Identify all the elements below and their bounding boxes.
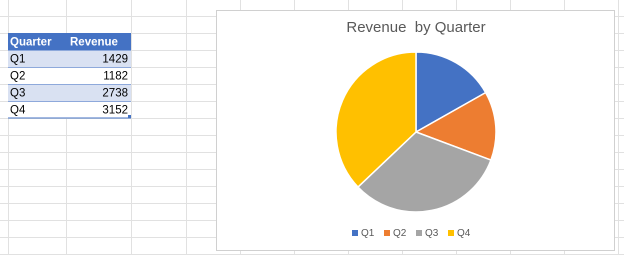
pie-slice xyxy=(415,51,487,134)
cell: Q1 xyxy=(10,54,25,66)
data-table: Quarter Revenue Q1 1429 Q2 1182 Q3 2738 Q4 3152 xyxy=(8,33,131,119)
row-fill xyxy=(8,84,131,101)
header-cell: Quarter xyxy=(10,37,52,49)
legend-label: Q2 xyxy=(393,228,407,239)
header-fill xyxy=(8,33,131,50)
header-cell: Revenue xyxy=(70,37,118,49)
pie-slice xyxy=(414,91,497,162)
cell: Q3 xyxy=(10,88,25,100)
legend: Q1 Q2 Q3 Q4 xyxy=(352,228,471,239)
legend-label: Q1 xyxy=(361,228,375,239)
legend-label: Q4 xyxy=(457,228,471,239)
chart-title: Revenue by Quarter xyxy=(346,19,485,36)
row-fill xyxy=(8,101,131,118)
pie-slice xyxy=(356,131,492,213)
cell: 1429 xyxy=(102,54,128,66)
cell: 3152 xyxy=(102,105,128,117)
pie xyxy=(335,51,497,213)
legend-swatch xyxy=(416,230,422,236)
cell: 1182 xyxy=(103,71,128,83)
cell: Q4 xyxy=(10,105,26,117)
row-fill xyxy=(8,50,131,67)
resize-handle xyxy=(128,115,131,118)
cell: Q2 xyxy=(10,71,25,83)
row-fill xyxy=(8,67,131,84)
legend-swatch xyxy=(352,230,358,236)
legend-swatch xyxy=(384,230,390,236)
pie-slice xyxy=(335,51,417,189)
cell: 2738 xyxy=(102,88,128,100)
legend-label: Q3 xyxy=(425,228,439,239)
legend-swatch xyxy=(448,230,454,236)
